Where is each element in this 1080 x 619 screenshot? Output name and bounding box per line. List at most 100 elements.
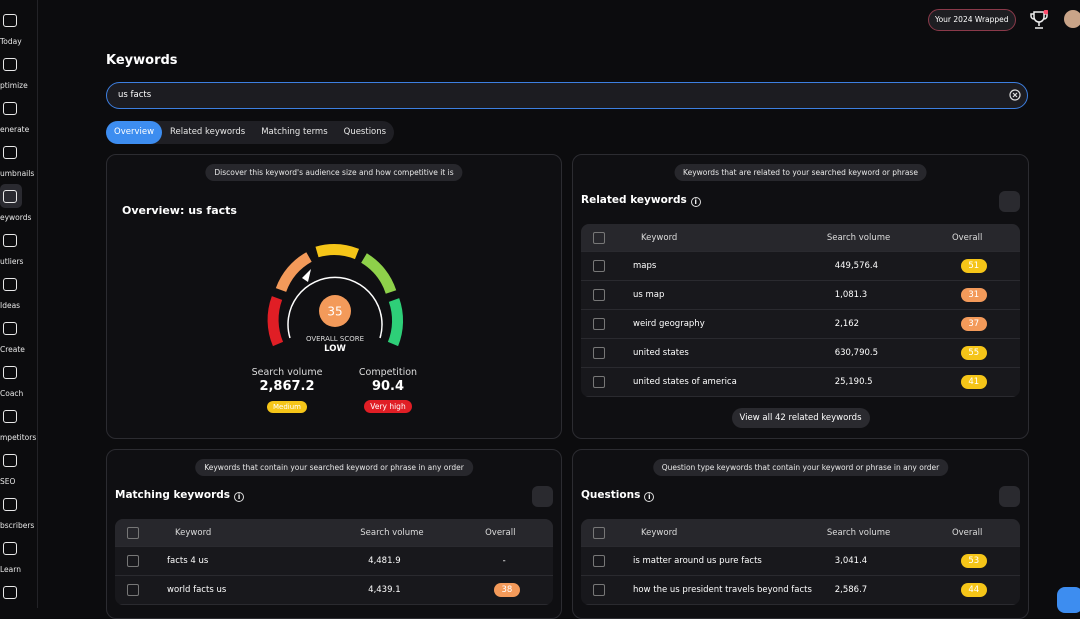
chat-button[interactable] <box>1057 587 1080 613</box>
clear-icon[interactable] <box>1009 89 1021 101</box>
checkbox[interactable] <box>593 260 605 272</box>
sidebar: Today ptimize enerate umbnails eywords utlier… <box>0 0 38 608</box>
nav-icon[interactable] <box>3 234 17 247</box>
view-all-button[interactable]: View all 42 related keywords <box>731 408 870 428</box>
download-button[interactable] <box>999 191 1020 212</box>
nav-label[interactable]: enerate <box>0 125 30 134</box>
nav-label[interactable]: Today <box>0 37 22 46</box>
column-header[interactable]: Keyword <box>175 527 212 538</box>
nav-label[interactable]: Create <box>0 345 25 354</box>
checkbox[interactable] <box>593 318 605 330</box>
overall-badge: 41 <box>960 375 987 389</box>
tab[interactable]: Matching terms <box>261 127 328 137</box>
nav-icon[interactable] <box>3 278 17 291</box>
competition: Competition 90.4 Very high <box>338 367 438 413</box>
nav-label[interactable]: ptimize <box>0 81 28 90</box>
nav-icon[interactable] <box>3 586 17 599</box>
table-row: facts 4 us 4,481.9 - <box>115 547 553 576</box>
info-icon[interactable]: i <box>234 492 245 502</box>
stat-badge: Medium <box>267 401 307 413</box>
nav-icon[interactable] <box>3 454 17 467</box>
nav-icon[interactable] <box>3 14 17 27</box>
search-volume: Search volume 2,867.2 Medium <box>237 367 337 413</box>
column-header[interactable]: Overall <box>951 527 983 538</box>
checkbox[interactable] <box>593 231 605 244</box>
overall-badge: 44 <box>960 583 987 597</box>
search-volume: 630,790.5 <box>834 348 878 358</box>
tab[interactable]: Related keywords <box>170 127 246 137</box>
column-header[interactable]: Search volume <box>826 527 891 538</box>
checkbox[interactable] <box>593 289 605 301</box>
search-volume: 2,162 <box>834 319 860 329</box>
checkbox[interactable] <box>127 526 139 539</box>
stat-value: 90.4 <box>371 379 405 394</box>
nav-label[interactable]: utliers <box>0 257 24 266</box>
nav-icon[interactable] <box>3 190 17 203</box>
search-volume: 3,041.4 <box>834 556 868 566</box>
tab[interactable]: Overview <box>106 121 163 144</box>
table-row: united states of america 25,190.5 41 <box>581 368 1020 397</box>
nav-label[interactable]: Coach <box>0 389 24 398</box>
hint: Discover this keyword's audience size an… <box>205 164 463 181</box>
column-header[interactable]: Keyword <box>641 232 678 243</box>
gauge: 35 <box>267 244 404 347</box>
score: 35 <box>327 305 342 319</box>
avatar[interactable] <box>1064 10 1080 28</box>
column-header[interactable]: Search volume <box>360 527 424 538</box>
checkbox[interactable] <box>593 347 605 359</box>
search-volume: 2,586.7 <box>834 585 868 595</box>
checkbox[interactable] <box>127 584 139 596</box>
nav-label[interactable]: bscribers <box>0 521 35 530</box>
overall-badge: 53 <box>960 554 987 568</box>
download-button[interactable] <box>999 486 1020 507</box>
table-row: how the us president travels beyond fact… <box>581 576 1020 605</box>
column-header[interactable]: Keyword <box>641 527 678 538</box>
nav-label[interactable]: SEO <box>0 477 16 486</box>
page-title: Keywords <box>106 53 178 68</box>
nav-icon[interactable] <box>3 58 17 71</box>
overview-card: Discover this keyword's audience size an… <box>106 154 562 439</box>
checkbox[interactable] <box>593 526 605 539</box>
nav-label[interactable]: eywords <box>0 213 32 222</box>
table-row: is matter around us pure facts 3,041.4 53 <box>581 547 1020 576</box>
nav-icon[interactable] <box>3 542 17 555</box>
checkbox[interactable] <box>593 584 605 596</box>
stat-value: 2,867.2 <box>259 379 315 394</box>
column-header[interactable]: Overall <box>485 527 516 538</box>
nav-label[interactable]: Ideas <box>0 301 21 310</box>
checkbox[interactable] <box>127 555 139 567</box>
nav-icon[interactable] <box>3 102 17 115</box>
column-header[interactable]: Overall <box>951 232 983 243</box>
card-title: Related keywords i <box>581 194 701 207</box>
keyword: is matter around us pure facts <box>633 556 762 566</box>
nav-label[interactable]: mpetitors <box>0 433 37 442</box>
trophy-icon[interactable] <box>1030 10 1048 30</box>
wrapped-button[interactable]: Your 2024 Wrapped <box>928 9 1016 31</box>
download-button[interactable] <box>532 486 553 507</box>
nav-label[interactable]: umbnails <box>0 169 35 178</box>
score-level: LOW <box>324 344 346 354</box>
nav-icon[interactable] <box>3 410 17 423</box>
nav-icon[interactable] <box>3 366 17 379</box>
table: Keyword Search volume Overall maps 449,576.4… <box>581 224 1020 397</box>
search-volume: 449,576.4 <box>834 261 878 271</box>
nav-label[interactable]: Learn <box>0 565 21 574</box>
nav-icon[interactable] <box>3 498 17 511</box>
tab[interactable]: Questions <box>343 127 387 137</box>
overall-badge: 38 <box>493 583 520 597</box>
checkbox[interactable] <box>593 555 605 567</box>
search-volume: 25,190.5 <box>834 377 873 387</box>
nav-icon[interactable] <box>3 322 17 335</box>
keyword: united states <box>633 348 689 358</box>
checkbox[interactable] <box>593 376 605 388</box>
column-header[interactable]: Search volume <box>826 232 891 243</box>
info-icon[interactable]: i <box>690 197 701 207</box>
tabs: Overview Related keywords Matching terms Qu… <box>106 121 395 144</box>
search-query: us facts <box>118 90 152 100</box>
search-bar[interactable]: us facts <box>106 82 1028 109</box>
info-icon[interactable]: i <box>644 492 655 502</box>
nav-icon[interactable] <box>3 146 17 159</box>
table-row: maps 449,576.4 51 <box>581 252 1020 281</box>
stat-badge: Very high <box>364 400 412 413</box>
